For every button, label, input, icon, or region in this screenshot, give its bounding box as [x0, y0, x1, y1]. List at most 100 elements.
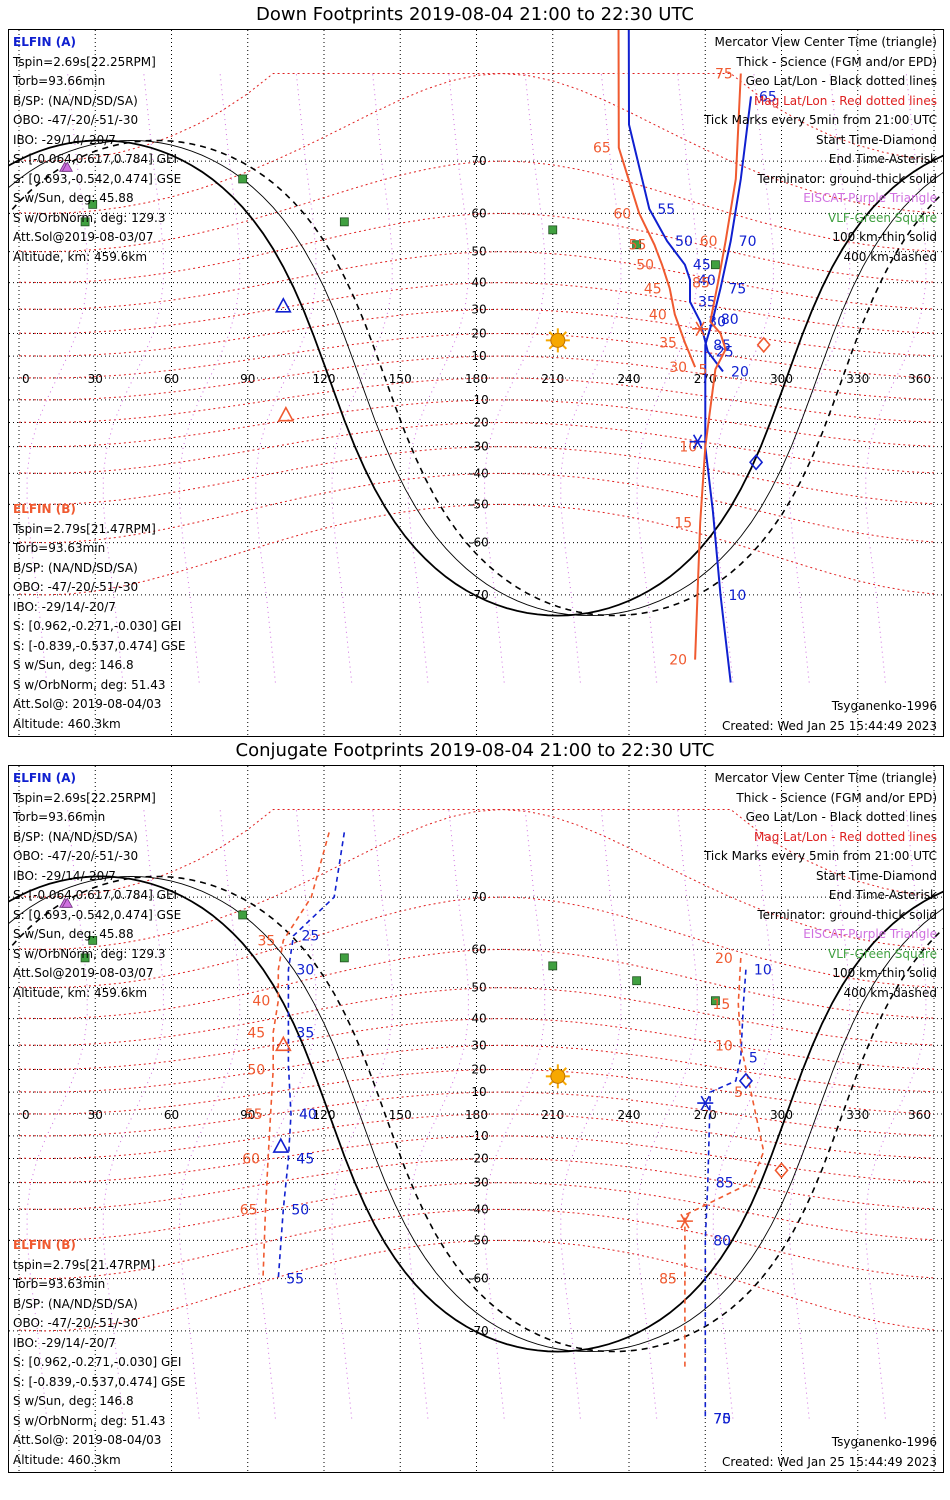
legend-item: Tick Marks every 5min from 21:00 UTC: [703, 113, 937, 127]
track-tick-label: 85: [659, 1272, 677, 1288]
terminator-100km: [9, 139, 943, 617]
end-asterisk-marker: [692, 434, 703, 450]
track-tick-label: 85: [713, 338, 731, 354]
info-line: S w/Sun, deg: 45.88: [13, 927, 134, 941]
end-asterisk-marker: [700, 1095, 710, 1111]
start-diamond-marker: [774, 1162, 789, 1179]
track-tick-label: 5: [749, 1051, 758, 1067]
elfin-b-header: ELFIN (B): [13, 1238, 76, 1252]
info-line: OBO: -47/-20/-51/-30: [13, 849, 139, 863]
info-line: B/SP: (NA/ND/SD/SA): [13, 1296, 138, 1311]
track-tick-label: 65: [240, 1202, 258, 1218]
track-tick-label: 5: [698, 362, 707, 378]
footprint-track: [704, 96, 752, 683]
mag-meridian: [179, 809, 241, 1419]
legend-item: 100 km-thin solid: [832, 230, 937, 244]
vlf-station-marker: [238, 910, 248, 920]
info-line: S: [0.693,-0.542,0.474] GSE: [13, 171, 182, 186]
y-tick-label: 60: [471, 206, 486, 220]
track-tick-label: 10: [754, 963, 772, 979]
info-line: Torb=93.66min: [13, 74, 106, 88]
legend-item: Thick - Science (FGM and/or EPD): [736, 790, 937, 805]
mag-meridian: [712, 809, 774, 1419]
info-line: S: [-0.839,-0.537,0.474] GSE: [13, 1374, 186, 1389]
x-tick-label: 360: [908, 372, 931, 386]
terminator-400km: [9, 139, 943, 617]
y-tick-label: -10: [469, 393, 489, 407]
vlf-station-marker: [711, 996, 720, 1006]
legend-item: Terminator: ground-thick solid: [757, 171, 937, 186]
info-line: S: [0.962,-0.271,-0.030] GEI: [13, 619, 182, 633]
mag-meridian: [255, 809, 317, 1419]
info-line: Att.Sol@2019-08-03/07: [13, 966, 154, 980]
info-line: Tspin=2.69s[22.25RPM]: [13, 790, 156, 805]
info-line: OBO: -47/-20/-51/-30: [13, 113, 139, 127]
info-line: Torb=93.66min: [13, 810, 106, 824]
track-tick-label: 60: [700, 234, 718, 250]
start-diamond-marker: [749, 454, 764, 471]
mag-meridian: [179, 73, 241, 683]
mag-meridian: [26, 73, 88, 683]
created-timestamp: Created: Wed Jan 25 15:44:49 2023: [722, 719, 937, 733]
track-tick-label: 35: [698, 295, 716, 311]
vlf-station-marker: [632, 240, 642, 250]
vlf-station-marker: [548, 961, 558, 971]
y-tick-label: 20: [471, 1062, 486, 1076]
x-tick-label: 30: [88, 372, 103, 386]
mag-meridian: [560, 809, 622, 1419]
track-tick-label: 30: [296, 963, 314, 979]
elfin-a-header: ELFIN (A): [13, 35, 76, 49]
legend-item: VLF-Green Square: [828, 210, 937, 225]
eiscat-station-marker: [61, 897, 73, 908]
track-tick-label: 75: [713, 1412, 731, 1428]
mag-meridian: [484, 73, 546, 683]
info-line: OBO: -47/-20/-51/-30: [13, 580, 139, 594]
vlf-station-marker: [339, 217, 349, 227]
x-tick-label: 30: [88, 1108, 103, 1122]
terminator-400km: [9, 875, 943, 1353]
track-tick-label: 70: [713, 1412, 731, 1428]
vlf-station-marker: [339, 953, 349, 963]
track-tick-label: 35: [258, 933, 276, 949]
info-line: B/SP: (NA/ND/SD/SA): [13, 93, 138, 108]
track-tick-label: 55: [629, 238, 647, 254]
y-tick-label: 70: [471, 890, 486, 904]
track-tick-label: 65: [759, 89, 777, 105]
info-line: S: [-0.064,0.617,0.784] GEI: [13, 152, 178, 166]
mag-parallel: [18, 355, 935, 401]
info-line: S w/OrbNorm, deg: 129.3: [13, 946, 166, 961]
info-line: IBO: -29/14/-20/7: [13, 132, 116, 147]
elfin-b-lines: tspin=2.79s[21.47RPM] Torb=93.63min B/SP: …: [13, 1256, 186, 1471]
sun-icon: [550, 1068, 566, 1084]
track-tick-label: 80: [713, 1233, 731, 1249]
info-line: S w/Sun, deg: 45.88: [13, 191, 134, 205]
info-line: S: [-0.064,0.617,0.784] GEI: [13, 888, 178, 902]
track-tick-label: 55: [286, 1272, 304, 1288]
center-triangle-marker: [277, 405, 295, 422]
legend-item: 400 km-dashed: [843, 985, 937, 1000]
track-tick-label: 75: [715, 66, 733, 82]
elfin-a-lines: Tspin=2.69s[22.25RPM] Torb=93.66min B/SP: …: [13, 789, 181, 1004]
track-tick-label: 10: [679, 440, 697, 456]
mag-parallel: [18, 1018, 935, 1071]
start-diamond-marker: [738, 1072, 753, 1090]
elfin-b-lines: Tspin=2.79s[21.47RPM] Torb=93.63min B/SP: …: [13, 520, 186, 735]
mag-meridian: [407, 809, 469, 1419]
x-tick-label: 300: [770, 372, 793, 386]
legend-item: Terminator: ground-thick solid: [757, 907, 937, 922]
y-tick-label: 40: [471, 1012, 486, 1026]
x-tick-label: 120: [313, 372, 336, 386]
track-tick-label: 75: [729, 281, 747, 297]
mag-parallel: [18, 72, 935, 214]
legend-item: Start Time-Diamond: [815, 868, 937, 883]
mag-parallel: [18, 421, 935, 474]
mag-parallel: [18, 987, 935, 1046]
legend-item: 400 km-dashed: [843, 249, 937, 264]
elfin-b-info: ELFIN (B) Tspin=2.79s[21.47RPM] Torb=93.6…: [13, 500, 186, 734]
info-line: S w/Sun, deg: 146.8: [13, 658, 134, 672]
track-tick-label: 20: [715, 951, 733, 967]
elfin-b-header: ELFIN (B): [13, 502, 76, 516]
model-label: Tsyganenko-1996: [831, 699, 937, 713]
track-tick-label: 40: [299, 1107, 317, 1123]
